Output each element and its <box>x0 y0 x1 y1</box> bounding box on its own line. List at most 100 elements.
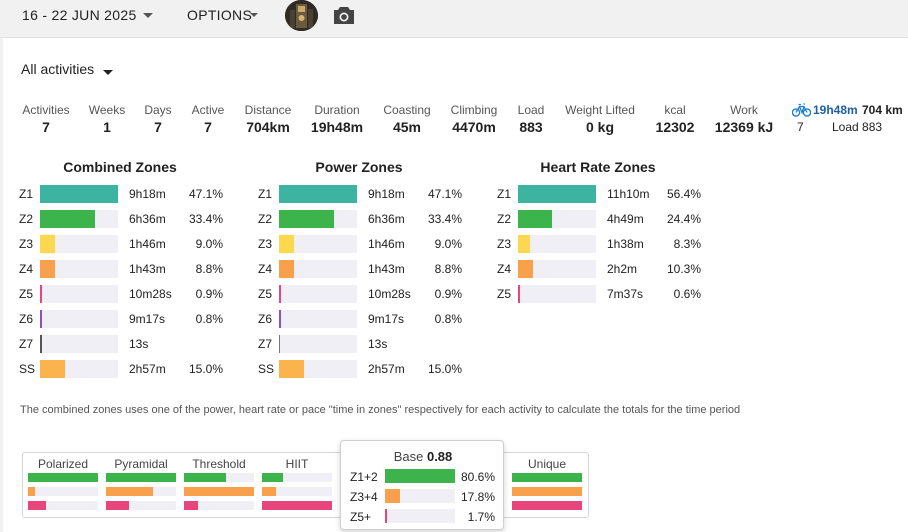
chevron-down-icon[interactable] <box>250 13 258 17</box>
zone-bar <box>40 185 118 203</box>
zone-bar <box>40 235 55 253</box>
tooltip-row: Z5+ 1.7% <box>350 509 498 525</box>
zone-row-z3: Z3 1h46m 9.0% <box>19 235 229 255</box>
zone-bar <box>40 260 55 278</box>
chevron-down-icon[interactable] <box>143 13 153 18</box>
options-menu-button[interactable]: OPTIONS <box>187 7 253 23</box>
zone-time: 1h38m <box>607 237 644 251</box>
zone-row-z5: Z5 10m28s 0.9% <box>19 285 229 305</box>
heart-rate-zones-title: Heart Rate Zones <box>540 159 656 175</box>
tooltip-bar-track <box>385 509 455 523</box>
zone-row-ss: SS 2h57m 15.0% <box>258 360 468 380</box>
stat-activities: Activities 7 <box>22 103 69 135</box>
stat-label: kcal <box>664 103 686 117</box>
date-range-selector[interactable]: 16 - 22 JUN 2025 <box>22 7 137 23</box>
distribution-bar <box>184 473 226 482</box>
distribution-bar <box>512 473 582 482</box>
zone-bar <box>518 235 530 253</box>
zone-bar-track <box>279 235 357 253</box>
stat-label: Activities <box>22 103 70 117</box>
stat-weight-lifted: Weight Lifted 0 kg <box>565 103 635 135</box>
zone-percent: 15.0% <box>427 362 462 376</box>
stat-coasting: Coasting 45m <box>383 103 430 135</box>
distribution-bar <box>28 487 35 496</box>
tooltip-value: 0.88 <box>426 449 453 464</box>
distribution-bar <box>512 501 582 510</box>
zone-percent: 24.4% <box>666 212 701 226</box>
tooltip-row-percent: 17.8% <box>460 490 495 504</box>
zone-label: Z1 <box>19 187 34 201</box>
zone-percent: 33.4% <box>427 212 462 226</box>
zone-label: Z3 <box>258 237 273 251</box>
distribution-label: HIIT <box>285 457 309 471</box>
distribution-bar-track <box>262 487 332 496</box>
zone-bar-track <box>40 285 118 303</box>
tooltip-row: Z1+2 80.6% <box>350 469 498 485</box>
ride-load: Load 883 <box>832 120 883 134</box>
zone-time: 13s <box>129 337 149 351</box>
zone-bar <box>279 210 335 228</box>
distribution-bar-track <box>512 487 582 496</box>
zone-percent: 0.9% <box>434 287 462 301</box>
tooltip-row-label: Z5+ <box>350 510 372 524</box>
stat-distance: Distance 704km <box>245 103 292 135</box>
chevron-down-icon[interactable] <box>103 70 113 75</box>
zone-percent: 56.4% <box>666 187 701 201</box>
stat-value: 0 kg <box>585 119 615 135</box>
zone-row-z5: Z5 10m28s 0.9% <box>258 285 468 305</box>
tooltip-row-percent: 1.7% <box>467 510 495 524</box>
zone-row-z7: Z7 13s <box>258 335 468 355</box>
stat-label: Climbing <box>450 103 498 117</box>
zone-time: 7m37s <box>607 287 644 301</box>
activity-filter-select[interactable]: All activities <box>21 61 95 77</box>
zone-row-z3: Z3 1h46m 9.0% <box>258 235 468 255</box>
stat-days: Days 7 <box>144 103 171 135</box>
tooltip-bar <box>385 469 455 483</box>
zone-percent: 0.8% <box>195 312 223 326</box>
avatar[interactable] <box>285 0 318 31</box>
zone-time: 10m28s <box>368 287 411 301</box>
zone-time: 2h2m <box>607 262 638 276</box>
stat-label: Weeks <box>88 103 126 117</box>
distribution-bar-track <box>184 473 254 482</box>
zone-bar <box>279 235 294 253</box>
zone-row-ss: SS 2h57m 15.0% <box>19 360 229 380</box>
top-bar: 16 - 22 JUN 2025 OPTIONS <box>0 0 908 38</box>
zone-bar-track <box>279 285 357 303</box>
zone-bar-track <box>518 285 596 303</box>
zone-row-z4: Z4 2h2m 10.3% <box>497 260 707 280</box>
stat-label: Distance <box>244 103 292 117</box>
distribution-bar-track <box>262 473 332 482</box>
zone-bar-track <box>40 260 118 278</box>
zone-percent: 47.1% <box>427 187 462 201</box>
zone-time: 9m17s <box>129 312 166 326</box>
zone-row-z1: Z1 11h10m 56.4% <box>497 185 707 205</box>
stat-weeks: Weeks 1 <box>89 103 125 135</box>
zone-bar-track <box>40 360 118 378</box>
zone-bar-track <box>40 235 118 253</box>
stat-value: 704km <box>246 119 290 135</box>
distribution-bar <box>512 487 582 496</box>
ride-distance: 704 km <box>862 103 903 117</box>
zone-bar-track <box>279 360 357 378</box>
zone-bar <box>279 360 304 378</box>
distribution-tooltip: Base 0.88 Z1+2 80.6% Z3+4 17.8% Z5+ 1.7% <box>340 440 504 530</box>
zone-row-z7: Z7 13s <box>19 335 229 355</box>
zone-row-z4: Z4 1h43m 8.8% <box>258 260 468 280</box>
camera-icon[interactable] <box>333 5 355 25</box>
zone-bar-track <box>40 210 118 228</box>
distribution-bar <box>184 501 198 510</box>
zone-row-z2: Z2 6h36m 33.4% <box>258 210 468 230</box>
zone-percent: 33.4% <box>188 212 223 226</box>
zone-bar <box>40 310 42 328</box>
zone-percent: 8.8% <box>434 262 462 276</box>
stat-label: Load <box>517 103 545 117</box>
ride-duration[interactable]: 19h48m <box>813 103 858 117</box>
distribution-bar-track <box>28 501 98 510</box>
distribution-bar-track <box>184 501 254 510</box>
stat-value: 1 <box>103 119 111 135</box>
stat-load: Load 883 <box>518 103 545 135</box>
stat-value: 7 <box>204 119 212 135</box>
zone-bar <box>40 335 42 353</box>
zone-label: Z4 <box>258 262 273 276</box>
